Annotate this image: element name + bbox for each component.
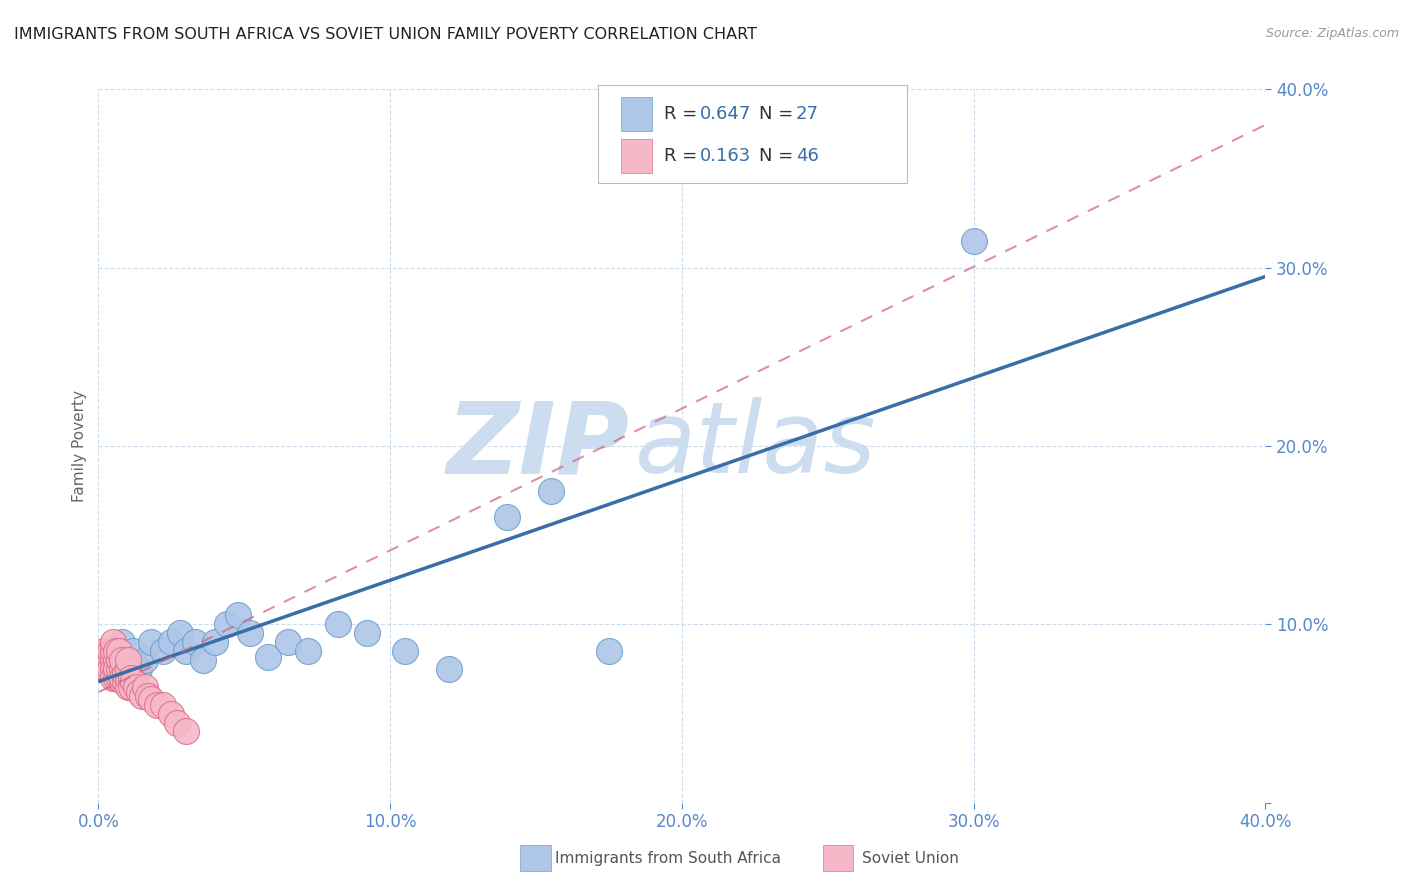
Point (437, 662, 460, 676)
Point (96, 653, 118, 667)
Point (111, 662, 134, 676)
Point (111, 635, 134, 649)
Point (160, 635, 183, 649)
Point (98, 653, 121, 667)
Point (122, 674, 145, 689)
Point (228, 608, 250, 623)
Point (139, 635, 162, 649)
Point (394, 644, 416, 658)
Point (495, 510, 517, 524)
Point (90, 662, 112, 676)
Point (111, 671, 134, 685)
Point (108, 644, 131, 658)
Text: R =: R = (664, 105, 703, 123)
Point (117, 653, 139, 667)
Text: N =: N = (759, 105, 799, 123)
Point (101, 671, 124, 685)
Point (131, 689, 153, 703)
Text: Soviet Union: Soviet Union (862, 851, 959, 865)
Point (152, 698, 174, 712)
Point (122, 644, 145, 658)
Point (120, 680, 142, 694)
Text: Immigrants from South Africa: Immigrants from South Africa (555, 851, 782, 865)
Point (134, 680, 156, 694)
Point (962, 234, 984, 248)
Point (104, 671, 127, 685)
Point (114, 674, 136, 689)
Point (104, 662, 127, 676)
Point (104, 644, 127, 658)
Point (117, 662, 139, 676)
Text: N =: N = (759, 147, 799, 165)
Point (128, 662, 150, 676)
Point (239, 626, 262, 640)
Point (104, 653, 127, 667)
Point (174, 644, 197, 658)
Point (104, 662, 127, 676)
Text: 0.647: 0.647 (700, 105, 752, 123)
Point (174, 724, 197, 739)
Text: ZIP: ZIP (446, 398, 630, 494)
Point (215, 617, 238, 632)
Text: 46: 46 (796, 147, 818, 165)
Text: 0.163: 0.163 (700, 147, 751, 165)
Point (96, 662, 118, 676)
Point (598, 644, 620, 658)
Point (101, 644, 124, 658)
Point (111, 653, 134, 667)
Point (136, 689, 159, 703)
Text: R =: R = (664, 147, 703, 165)
Point (146, 698, 169, 712)
Point (108, 662, 131, 676)
Point (114, 667, 136, 681)
Point (93, 644, 115, 658)
Point (160, 706, 183, 721)
Point (204, 635, 226, 649)
Point (326, 617, 349, 632)
Point (139, 692, 162, 706)
Point (256, 649, 278, 664)
Point (125, 680, 148, 694)
Point (108, 671, 131, 685)
Point (117, 671, 139, 685)
Point (128, 685, 150, 699)
Point (101, 662, 124, 676)
Text: IMMIGRANTS FROM SOUTH AFRICA VS SOVIET UNION FAMILY POVERTY CORRELATION CHART: IMMIGRANTS FROM SOUTH AFRICA VS SOVIET U… (14, 27, 756, 42)
Text: Source: ZipAtlas.com: Source: ZipAtlas.com (1265, 27, 1399, 40)
Text: 27: 27 (796, 105, 818, 123)
Point (111, 674, 134, 689)
Point (101, 635, 124, 649)
Point (183, 635, 205, 649)
Point (108, 653, 131, 667)
Point (120, 671, 142, 685)
Point (166, 715, 188, 730)
Point (152, 644, 174, 658)
Point (356, 626, 378, 640)
Point (193, 653, 215, 667)
Point (117, 680, 139, 694)
Point (93, 653, 115, 667)
Y-axis label: Family Poverty: Family Poverty (72, 390, 87, 502)
Point (297, 644, 319, 658)
Point (134, 653, 156, 667)
Point (540, 483, 562, 498)
Point (277, 635, 299, 649)
Text: atlas: atlas (636, 398, 877, 494)
Point (117, 653, 139, 667)
Point (169, 626, 191, 640)
Point (98, 662, 121, 676)
Point (98, 644, 121, 658)
Point (101, 653, 124, 667)
